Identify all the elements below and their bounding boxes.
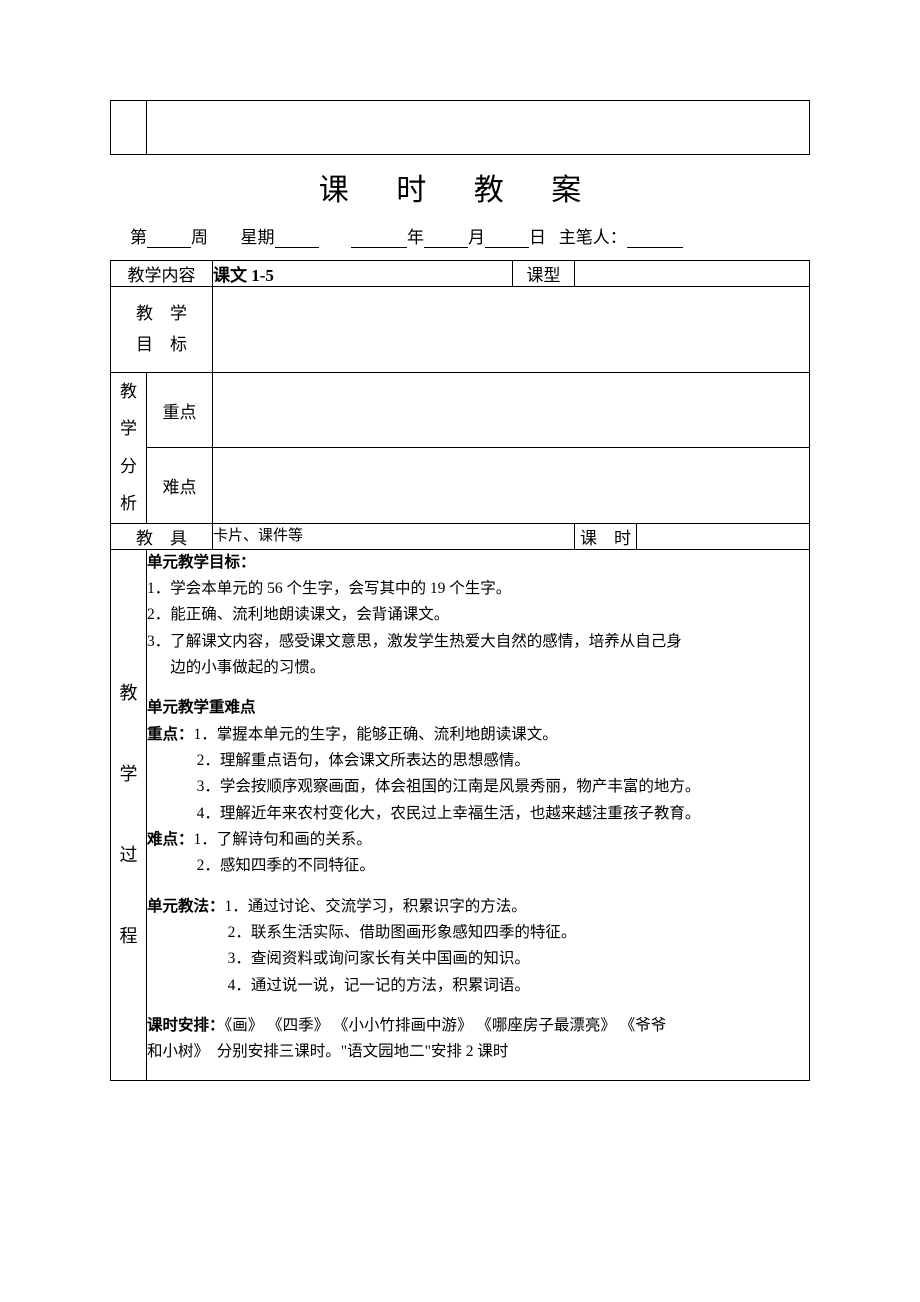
sec3-2: 2．联系生活实际、借助图画形象感知四季的特征。 xyxy=(147,920,809,946)
meta-author-label: 主笔人： xyxy=(559,228,627,247)
header-tools: 教 具 xyxy=(111,523,213,549)
meta-line: 第 周 星期 年 月 日 主笔人： xyxy=(110,223,810,248)
header-teaching-goal-line2: 目 标 xyxy=(111,330,212,361)
sec2-dp-line1: 难点：1．了解诗句和画的关系。 xyxy=(147,827,809,853)
sec2-kp-label: 重点： xyxy=(147,726,194,743)
sec2-kp-2: 2．理解重点语句，体会课文所表达的思想感情。 xyxy=(147,748,809,774)
sec2-kp-3: 3．学会按顺序观察画面，体会祖国的江南是风景秀丽，物产丰富的地方。 xyxy=(147,774,809,800)
header-teaching-goal: 教 学 目 标 xyxy=(111,287,213,373)
top-box-left-cell xyxy=(111,101,147,154)
blank-year xyxy=(351,229,407,248)
sec1-item2: 2．能正确、流利地朗读课文，会背诵课文。 xyxy=(147,602,809,628)
header-key-point: 重点 xyxy=(147,373,213,448)
blank-day xyxy=(485,229,529,248)
value-key-point xyxy=(213,373,810,448)
process-body: 单元教学目标： 1．学会本单元的 56 个生字，会写其中的 19 个生字。 2．… xyxy=(147,549,810,1080)
header-process: 教学过程 xyxy=(111,549,147,1080)
lesson-plan-table: 教学内容 课文 1-5 课型 教 学 目 标 教学分析 重点 难点 教 具 卡片… xyxy=(110,260,810,1081)
value-lesson-type xyxy=(575,261,810,287)
header-difficult-point: 难点 xyxy=(147,448,213,523)
value-difficult-point xyxy=(213,448,810,523)
sec4-label: 课时安排： xyxy=(147,1017,225,1034)
header-teaching-goal-line1: 教 学 xyxy=(111,299,212,330)
header-lesson-type: 课型 xyxy=(513,261,575,287)
sec3-label: 单元教法： xyxy=(147,898,225,915)
header-analysis: 教学分析 xyxy=(111,373,147,524)
sec2-kp-line1: 重点：1．掌握本单元的生字，能够正确、流利地朗读课文。 xyxy=(147,722,809,748)
meta-year-suffix: 年 xyxy=(407,228,424,247)
sec2-kp-1: 1．掌握本单元的生字，能够正确、流利地朗读课文。 xyxy=(194,726,558,743)
sec2-title: 单元教学重难点 xyxy=(147,695,809,721)
sec3-1: 1．通过讨论、交流学习，积累识字的方法。 xyxy=(225,898,527,915)
value-teaching-goal xyxy=(213,287,810,373)
sec1-title: 单元教学目标： xyxy=(147,550,809,576)
sec4-text-a: 《画》 《四季》 《小小竹排画中游》 《哪座房子最漂亮》 《爷爷 xyxy=(225,1017,667,1034)
sec2-dp-2: 2．感知四季的不同特征。 xyxy=(147,853,809,879)
value-period xyxy=(637,523,810,549)
sec2-dp-1: 1．了解诗句和画的关系。 xyxy=(194,831,372,848)
value-teaching-content: 课文 1-5 xyxy=(213,261,513,287)
header-teaching-content: 教学内容 xyxy=(111,261,213,287)
page-title: 课 时 教 案 xyxy=(110,165,810,209)
sec4-line1: 课时安排：《画》 《四季》 《小小竹排画中游》 《哪座房子最漂亮》 《爷爷 xyxy=(147,1013,809,1039)
blank-week xyxy=(147,229,191,248)
blank-weekday xyxy=(275,229,319,248)
value-tools: 卡片、课件等 xyxy=(213,523,575,549)
meta-month-suffix: 月 xyxy=(468,228,485,247)
meta-week-prefix: 第 xyxy=(130,228,147,247)
sec3-4: 4．通过说一说，记一记的方法，积累词语。 xyxy=(147,973,809,999)
sec2-kp-4: 4．理解近年来农村变化大，农民过上幸福生活，也越来越注重孩子教育。 xyxy=(147,801,809,827)
sec4-text-b: 和小树》 分别安排三课时。"语文园地二"安排 2 课时 xyxy=(147,1039,809,1065)
sec3-line1: 单元教法：1．通过讨论、交流学习，积累识字的方法。 xyxy=(147,894,809,920)
sec3-3: 3．查阅资料或询问家长有关中国画的知识。 xyxy=(147,946,809,972)
top-box xyxy=(110,100,810,155)
blank-author xyxy=(627,229,683,248)
meta-week-suffix: 周 xyxy=(191,228,208,247)
sec1-item3a: 3．了解课文内容，感受课文意思，激发学生热爱大自然的感情，培养从自己身 xyxy=(147,629,809,655)
sec1-item1: 1．学会本单元的 56 个生字，会写其中的 19 个生字。 xyxy=(147,576,809,602)
meta-day-suffix: 日 xyxy=(529,228,546,247)
header-period: 课 时 xyxy=(575,523,637,549)
blank-month xyxy=(424,229,468,248)
sec1-item3b: 边的小事做起的习惯。 xyxy=(147,655,809,681)
sec2-dp-label: 难点： xyxy=(147,831,194,848)
meta-weekday-label: 星期 xyxy=(241,228,275,247)
